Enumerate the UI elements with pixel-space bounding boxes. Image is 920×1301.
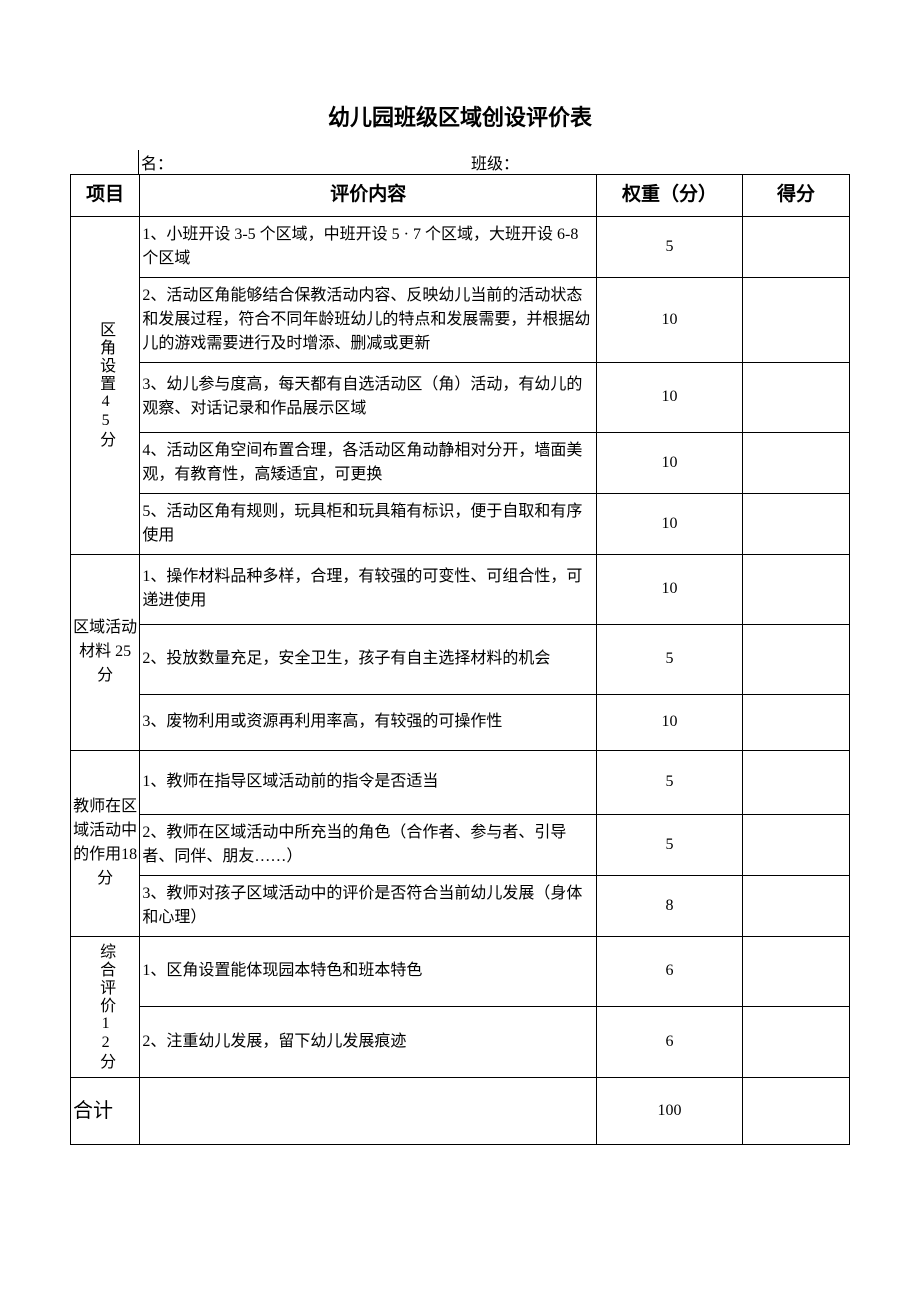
weight-cell: 5	[597, 814, 743, 875]
header-project: 项目	[71, 175, 140, 217]
table-row: 综合评价12分 1、区角设置能体现园本特色和班本特色 6	[71, 936, 850, 1007]
category-cell: 教师在区域活动中的作用18 分	[71, 750, 140, 936]
evaluation-table: 项目 评价内容 权重（分） 得分 区角设置45分 1、小班开设 3-5 个区域，…	[70, 174, 850, 1145]
weight-cell: 6	[597, 1007, 743, 1078]
content-cell: 2、注重幼儿发展，留下幼儿发展痕迹	[140, 1007, 597, 1078]
weight-cell: 10	[597, 493, 743, 554]
content-cell: 5、活动区角有规则，玩具柜和玩具箱有标识，便于自取和有序使用	[140, 493, 597, 554]
content-cell: 3、幼儿参与度高，每天都有自选活动区（角）活动，有幼儿的观察、对话记录和作品展示…	[140, 362, 597, 432]
score-cell[interactable]	[742, 814, 849, 875]
content-cell: 2、教师在区域活动中所充当的角色（合作者、参与者、引导者、同伴、朋友……）	[140, 814, 597, 875]
header-content: 评价内容	[140, 175, 597, 217]
category-cell: 区域活动材料 25 分	[71, 554, 140, 750]
table-row: 2、投放数量充足，安全卫生，孩子有自主选择材料的机会 5	[71, 624, 850, 694]
score-cell[interactable]	[742, 216, 849, 277]
score-cell[interactable]	[742, 362, 849, 432]
header-score: 得分	[742, 175, 849, 217]
weight-cell: 8	[597, 875, 743, 936]
header-weight: 权重（分）	[597, 175, 743, 217]
weight-cell: 5	[597, 216, 743, 277]
table-row: 4、活动区角空间布置合理，各活动区角动静相对分开，墙面美观，有教育性，高矮适宜，…	[71, 432, 850, 493]
category-cell: 综合评价12分	[71, 936, 140, 1077]
table-row: 5、活动区角有规则，玩具柜和玩具箱有标识，便于自取和有序使用 10	[71, 493, 850, 554]
total-score-cell[interactable]	[742, 1077, 849, 1144]
weight-cell: 10	[597, 694, 743, 750]
header-row: 项目 评价内容 权重（分） 得分	[71, 175, 850, 217]
weight-cell: 6	[597, 936, 743, 1007]
content-cell: 1、小班开设 3-5 个区域，中班开设 5 · 7 个区域，大班开设 6-8 个…	[140, 216, 597, 277]
category-label: 区角设置45分	[93, 321, 117, 449]
content-cell: 2、投放数量充足，安全卫生，孩子有自主选择材料的机会	[140, 624, 597, 694]
score-cell[interactable]	[742, 875, 849, 936]
weight-cell: 5	[597, 624, 743, 694]
score-cell[interactable]	[742, 936, 849, 1007]
total-row: 合计 100	[71, 1077, 850, 1144]
total-weight-cell: 100	[597, 1077, 743, 1144]
table-row: 3、废物利用或资源再利用率高，有较强的可操作性 10	[71, 694, 850, 750]
table-row: 2、活动区角能够结合保教活动内容、反映幼儿当前的活动状态和发展过程，符合不同年龄…	[71, 277, 850, 362]
content-cell: 2、活动区角能够结合保教活动内容、反映幼儿当前的活动状态和发展过程，符合不同年龄…	[140, 277, 597, 362]
document-title: 幼儿园班级区域创设评价表	[70, 100, 850, 132]
content-cell: 3、教师对孩子区域活动中的评价是否符合当前幼儿发展（身体和心理）	[140, 875, 597, 936]
content-cell: 1、教师在指导区域活动前的指令是否适当	[140, 750, 597, 814]
table-row: 2、注重幼儿发展，留下幼儿发展痕迹 6	[71, 1007, 850, 1078]
total-content-cell	[140, 1077, 597, 1144]
weight-cell: 10	[597, 277, 743, 362]
score-cell[interactable]	[742, 1007, 849, 1078]
weight-cell: 10	[597, 432, 743, 493]
document-page: 幼儿园班级区域创设评价表 名： 班级： 项目 评价内容 权重（分） 得分 区角设…	[0, 0, 920, 1205]
content-cell: 1、操作材料品种多样，合理，有较强的可变性、可组合性，可递进使用	[140, 554, 597, 624]
score-cell[interactable]	[742, 432, 849, 493]
meta-class-label: 班级：	[471, 150, 671, 174]
score-cell[interactable]	[742, 750, 849, 814]
meta-spacer	[70, 150, 138, 174]
table-row: 区域活动材料 25 分 1、操作材料品种多样，合理，有较强的可变性、可组合性，可…	[71, 554, 850, 624]
weight-cell: 10	[597, 554, 743, 624]
weight-cell: 5	[597, 750, 743, 814]
table-row: 3、教师对孩子区域活动中的评价是否符合当前幼儿发展（身体和心理） 8	[71, 875, 850, 936]
score-cell[interactable]	[742, 493, 849, 554]
content-cell: 4、活动区角空间布置合理，各活动区角动静相对分开，墙面美观，有教育性，高矮适宜，…	[140, 432, 597, 493]
category-label: 综合评价12分	[93, 943, 117, 1071]
table-row: 3、幼儿参与度高，每天都有自选活动区（角）活动，有幼儿的观察、对话记录和作品展示…	[71, 362, 850, 432]
score-cell[interactable]	[742, 277, 849, 362]
content-cell: 1、区角设置能体现园本特色和班本特色	[140, 936, 597, 1007]
score-cell[interactable]	[742, 624, 849, 694]
weight-cell: 10	[597, 362, 743, 432]
score-cell[interactable]	[742, 554, 849, 624]
score-cell[interactable]	[742, 694, 849, 750]
meta-row: 名： 班级：	[70, 150, 850, 174]
content-cell: 3、废物利用或资源再利用率高，有较强的可操作性	[140, 694, 597, 750]
total-label: 合计	[71, 1077, 140, 1144]
meta-name-label: 名：	[138, 150, 471, 174]
table-row: 区角设置45分 1、小班开设 3-5 个区域，中班开设 5 · 7 个区域，大班…	[71, 216, 850, 277]
category-cell: 区角设置45分	[71, 216, 140, 554]
table-row: 教师在区域活动中的作用18 分 1、教师在指导区域活动前的指令是否适当 5	[71, 750, 850, 814]
table-row: 2、教师在区域活动中所充当的角色（合作者、参与者、引导者、同伴、朋友……） 5	[71, 814, 850, 875]
